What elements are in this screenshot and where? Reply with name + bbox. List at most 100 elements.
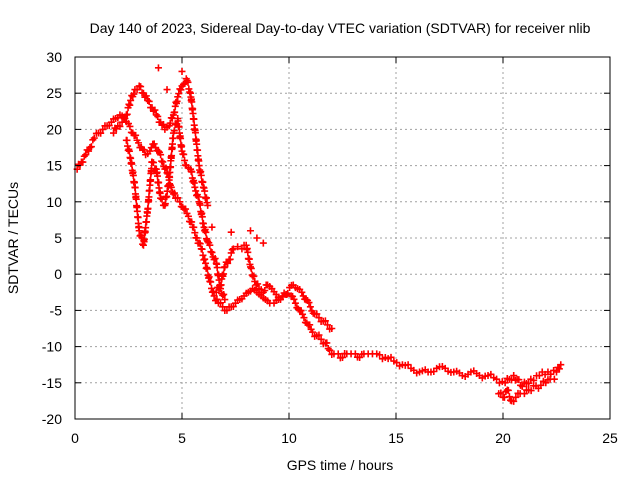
data-point — [190, 115, 198, 123]
data-point — [199, 251, 207, 259]
data-point — [176, 198, 184, 206]
data-point — [220, 290, 228, 298]
data-point — [206, 241, 214, 249]
data-point — [227, 249, 235, 257]
data-point — [315, 331, 323, 339]
data-point — [132, 131, 140, 139]
data-point — [284, 289, 292, 297]
data-point — [161, 200, 169, 208]
data-point — [321, 317, 329, 325]
data-point — [305, 299, 313, 307]
data-point — [324, 321, 332, 329]
data-point — [99, 125, 107, 133]
data-point — [191, 129, 199, 137]
data-point — [505, 393, 513, 401]
data-point — [203, 265, 211, 273]
data-point — [137, 83, 145, 91]
data-point — [300, 314, 308, 322]
data-point — [188, 218, 196, 226]
data-point — [317, 335, 325, 343]
data-point — [178, 67, 186, 75]
data-point — [208, 223, 216, 231]
data-point — [525, 379, 533, 387]
data-point — [535, 372, 543, 380]
data-point — [154, 64, 162, 72]
data-point — [123, 110, 131, 118]
data-point — [297, 307, 305, 315]
data-point — [149, 107, 157, 115]
data-point — [290, 295, 298, 303]
data-point — [150, 140, 158, 148]
data-point — [121, 114, 129, 122]
data-point — [497, 389, 505, 397]
data-point — [244, 248, 252, 256]
data-point — [252, 281, 260, 289]
y-tick-label: 5 — [54, 230, 62, 246]
data-point — [212, 288, 220, 296]
data-point — [313, 310, 321, 318]
data-point — [247, 264, 255, 272]
data-point — [192, 187, 200, 195]
data-point — [127, 96, 135, 104]
x-tick-label: 25 — [602, 430, 618, 446]
data-point — [179, 80, 187, 88]
data-point — [131, 184, 139, 192]
data-point — [299, 292, 307, 300]
data-point — [190, 223, 198, 231]
data-point — [180, 150, 188, 158]
data-point — [224, 259, 232, 267]
y-tick-label: 30 — [46, 49, 62, 65]
data-point — [118, 118, 126, 126]
data-point — [171, 189, 179, 197]
data-point — [278, 293, 286, 301]
data-point — [186, 88, 194, 96]
data-point — [201, 187, 209, 195]
data-point — [306, 321, 314, 329]
data-point — [520, 390, 528, 398]
data-point — [217, 281, 225, 289]
data-point — [299, 310, 307, 318]
data-point — [211, 255, 219, 263]
data-point — [110, 129, 118, 137]
data-point — [208, 248, 216, 256]
data-point — [326, 346, 334, 354]
data-point — [204, 238, 212, 246]
y-tick-label: -15 — [42, 375, 62, 391]
data-point — [153, 172, 161, 180]
data-point — [219, 303, 227, 311]
data-point — [221, 296, 229, 304]
data-point — [334, 350, 342, 358]
data-point — [213, 264, 221, 272]
y-tick-label: -5 — [50, 302, 63, 318]
data-point — [515, 376, 523, 384]
data-point — [250, 272, 258, 280]
data-point — [171, 108, 179, 116]
data-point — [339, 353, 346, 361]
data-point — [188, 98, 196, 106]
data-point — [182, 205, 190, 213]
data-point — [518, 382, 526, 390]
data-point — [198, 245, 206, 253]
data-point — [147, 176, 155, 184]
data-point — [169, 190, 177, 198]
data-point — [196, 240, 204, 248]
data-point — [79, 158, 87, 166]
data-point — [159, 120, 167, 128]
data-point — [253, 234, 261, 242]
data-point — [254, 280, 262, 288]
data-point — [204, 201, 212, 209]
data-point — [146, 147, 154, 155]
data-point — [510, 397, 518, 405]
data-point — [133, 86, 141, 94]
data-point — [86, 144, 94, 151]
data-point — [145, 193, 153, 201]
x-tick-label: 0 — [71, 430, 79, 446]
data-point — [328, 325, 336, 332]
data-point — [97, 129, 105, 137]
data-point — [175, 90, 183, 98]
data-point — [202, 228, 210, 236]
data-point — [196, 201, 204, 209]
data-point — [527, 387, 535, 395]
